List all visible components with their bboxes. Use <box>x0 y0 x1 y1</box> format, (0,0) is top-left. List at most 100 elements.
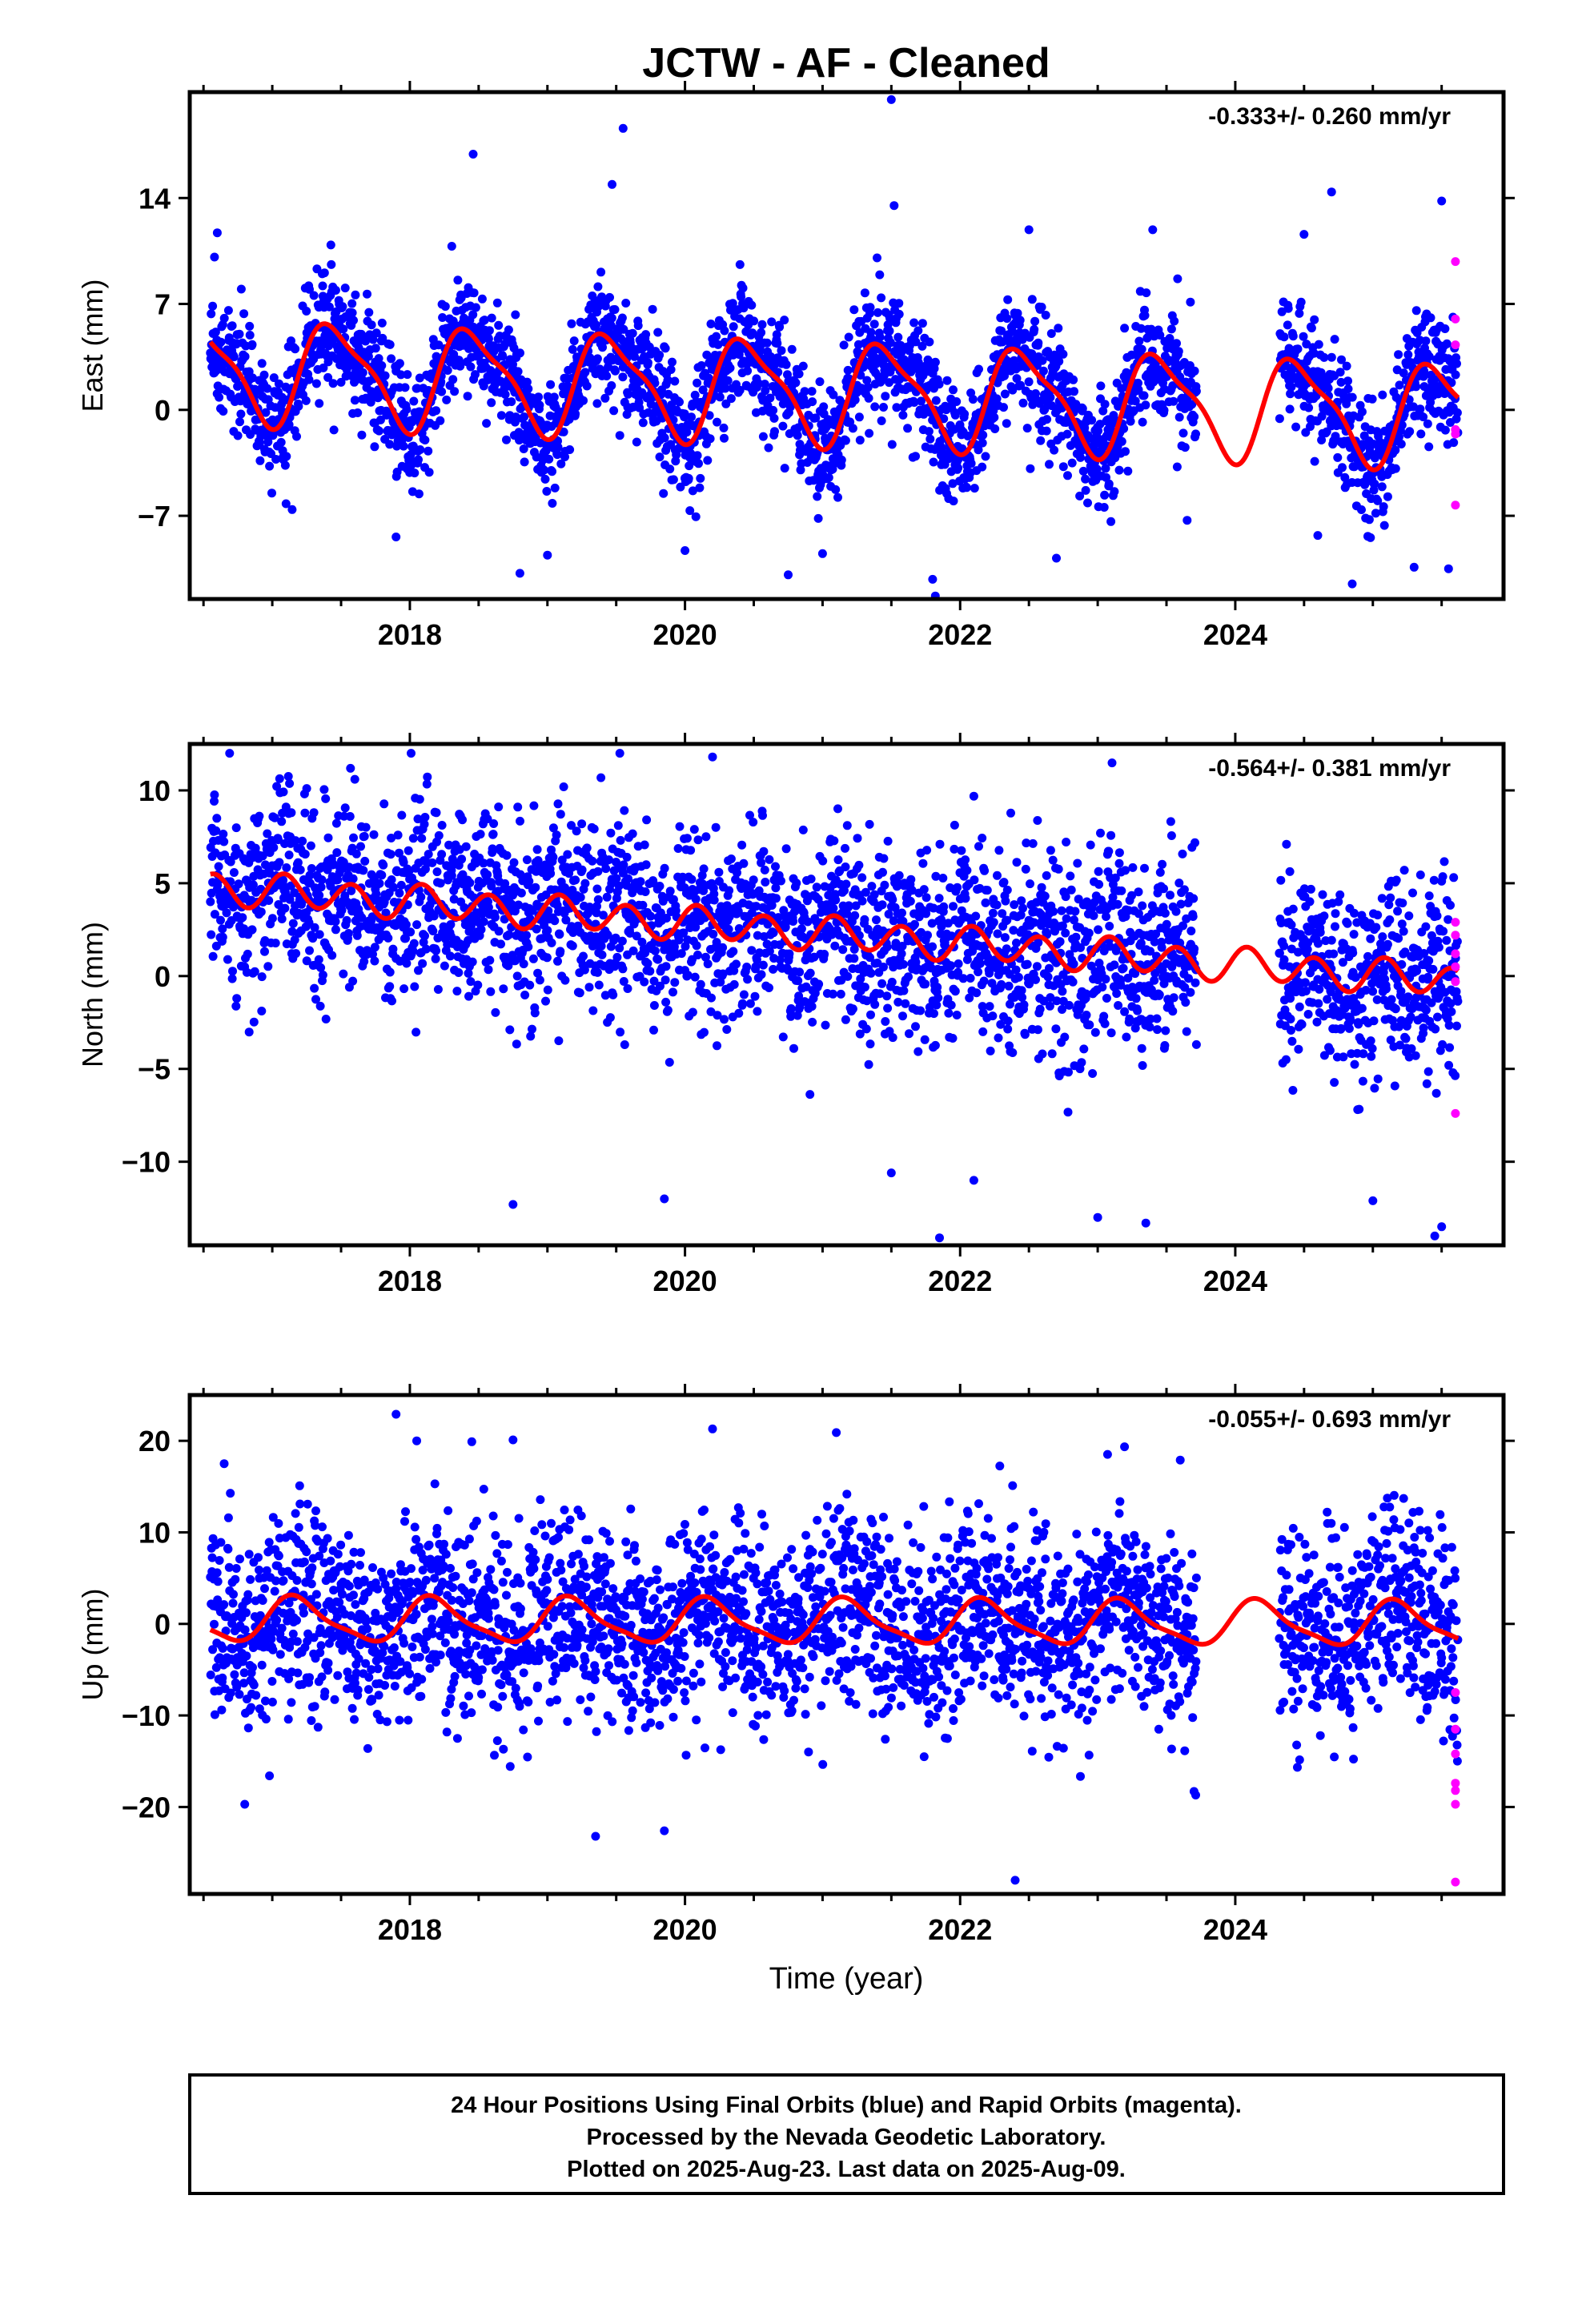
final-orbit-point <box>917 396 926 406</box>
final-orbit-point <box>522 377 532 387</box>
final-orbit-point <box>1424 442 1434 452</box>
final-orbit-point <box>855 436 865 445</box>
final-orbit-point <box>543 550 552 560</box>
final-orbit-point <box>1426 313 1435 323</box>
final-orbit-point <box>753 1007 762 1016</box>
final-orbit-point <box>963 432 973 440</box>
final-orbit-point <box>488 830 498 839</box>
final-orbit-point <box>1142 288 1151 298</box>
final-orbit-point <box>734 1008 744 1018</box>
final-orbit-point <box>393 830 403 840</box>
final-orbit-point <box>568 344 577 354</box>
final-orbit-point <box>416 445 425 454</box>
final-orbit-point <box>420 931 429 941</box>
final-orbit-point <box>618 372 628 382</box>
final-orbit-point <box>377 361 387 370</box>
final-orbit-point <box>1338 463 1347 472</box>
final-orbit-point <box>675 397 684 407</box>
x-tick-label: 2018 <box>378 618 442 651</box>
final-orbit-point <box>347 299 357 308</box>
final-orbit-point <box>828 464 837 474</box>
final-orbit-point <box>554 1036 564 1046</box>
final-orbit-point <box>529 801 539 810</box>
final-orbit-point <box>229 352 239 362</box>
final-orbit-point <box>818 856 828 866</box>
final-orbit-point <box>502 435 511 444</box>
final-orbit-point <box>841 843 849 853</box>
final-orbit-point <box>911 337 921 347</box>
final-orbit-point <box>697 361 706 370</box>
final-orbit-point <box>829 836 839 846</box>
final-orbit-point <box>321 1015 331 1023</box>
final-orbit-point <box>491 1007 500 1017</box>
final-orbit-point <box>500 390 510 399</box>
final-orbit-point <box>850 911 860 920</box>
final-orbit-point <box>682 834 692 843</box>
final-orbit-point <box>1342 361 1351 371</box>
final-orbit-point <box>305 284 314 294</box>
final-orbit-point <box>805 1090 815 1100</box>
final-orbit-point <box>468 957 477 967</box>
final-orbit-point <box>898 1011 907 1021</box>
final-orbit-point <box>1026 464 1035 473</box>
final-orbit-point <box>771 894 781 903</box>
final-orbit-point <box>628 829 637 838</box>
final-orbit-point <box>837 455 846 464</box>
final-orbit-point <box>208 951 218 961</box>
final-orbit-point <box>695 483 705 493</box>
final-orbit-point <box>642 815 652 825</box>
final-orbit-point <box>885 338 895 348</box>
final-orbit-point <box>391 533 401 541</box>
final-orbit-point <box>854 860 864 870</box>
final-orbit-point <box>597 950 607 959</box>
final-orbit-point <box>1170 316 1179 326</box>
final-orbit-point <box>911 452 920 461</box>
final-orbit-point <box>1391 464 1400 473</box>
final-orbit-point <box>753 379 763 388</box>
final-orbit-point <box>245 331 255 340</box>
rapid-orbit-point <box>1451 257 1460 267</box>
final-orbit-point <box>1016 380 1026 390</box>
final-orbit-point <box>608 179 616 189</box>
final-orbit-point <box>1036 436 1046 445</box>
final-orbit-point <box>665 887 675 896</box>
final-orbit-point <box>588 1006 598 1015</box>
final-orbit-point <box>412 1027 421 1037</box>
final-orbit-point <box>709 895 719 905</box>
final-orbit-point <box>707 993 716 1003</box>
final-orbit-point <box>1172 339 1181 348</box>
final-orbit-point <box>660 863 669 873</box>
final-orbit-point <box>1119 424 1129 433</box>
final-orbit-point <box>530 1008 540 1018</box>
final-orbit-point <box>1042 415 1052 424</box>
final-orbit-point <box>739 858 749 868</box>
final-orbit-point <box>882 991 892 1001</box>
final-orbit-point <box>655 350 665 360</box>
final-orbit-point <box>211 328 220 337</box>
final-orbit-point <box>944 1008 954 1018</box>
final-orbit-point <box>311 379 321 388</box>
final-orbit-point <box>277 817 287 826</box>
final-orbit-point <box>950 987 960 996</box>
final-orbit-point <box>950 820 959 830</box>
final-orbit-point <box>949 497 958 506</box>
final-orbit-point <box>738 999 747 1008</box>
final-orbit-point <box>948 479 958 489</box>
final-orbit-point <box>1285 404 1295 414</box>
final-orbit-point <box>549 392 559 402</box>
final-orbit-point <box>711 822 721 832</box>
final-orbit-point <box>265 461 275 471</box>
final-orbit-point <box>1099 503 1109 512</box>
final-orbit-point <box>385 967 395 977</box>
final-orbit-point <box>499 984 508 994</box>
final-orbit-point <box>880 880 889 890</box>
final-orbit-point <box>1052 553 1061 563</box>
final-orbit-point <box>219 407 228 416</box>
final-orbit-point <box>1307 324 1316 333</box>
final-orbit-point <box>610 305 620 314</box>
final-orbit-point <box>813 492 822 501</box>
final-orbit-point <box>319 268 329 278</box>
final-orbit-point <box>758 432 768 441</box>
final-orbit-point <box>694 459 703 468</box>
final-orbit-point <box>709 930 718 939</box>
